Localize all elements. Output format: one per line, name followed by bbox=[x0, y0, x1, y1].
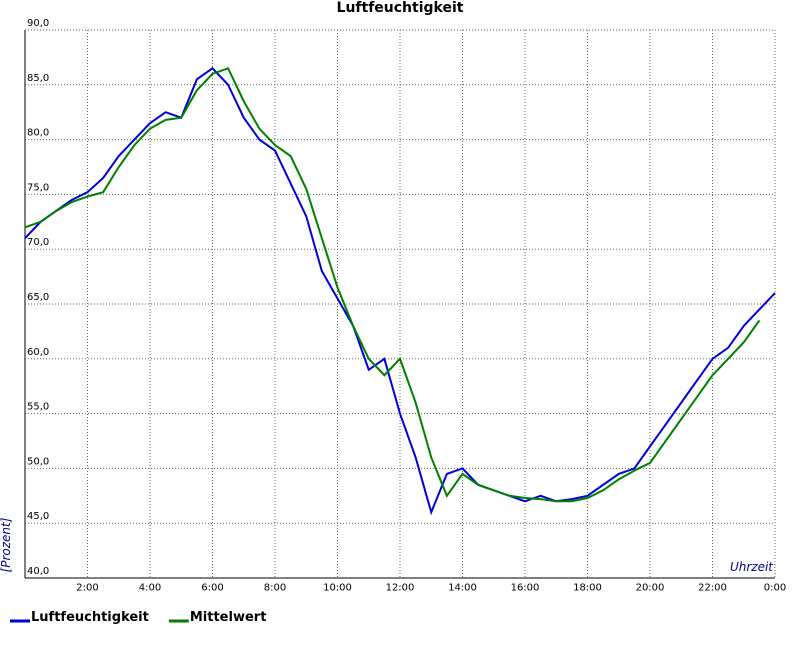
x-tick-label: 12:00 bbox=[386, 582, 415, 593]
y-tick-label: 90,0 bbox=[27, 18, 49, 29]
x-tick-label: 2:00 bbox=[76, 582, 98, 593]
y-tick-label: 50,0 bbox=[27, 456, 49, 467]
x-axis-label: Uhrzeit bbox=[730, 560, 774, 574]
x-tick-label: 0:00 bbox=[764, 582, 786, 593]
x-tick-label: 4:00 bbox=[139, 582, 161, 593]
y-tick-label: 65,0 bbox=[27, 292, 49, 303]
y-tick-label: 70,0 bbox=[27, 237, 49, 248]
x-tick-label: 18:00 bbox=[573, 582, 602, 593]
legend-label: Mittelwert bbox=[190, 610, 267, 625]
x-tick-label: 22:00 bbox=[698, 582, 727, 593]
y-tick-label: 45,0 bbox=[27, 511, 49, 522]
y-tick-label: 55,0 bbox=[27, 402, 49, 413]
y-tick-label: 40,0 bbox=[27, 566, 49, 577]
y-tick-label: 75,0 bbox=[27, 182, 49, 193]
y-axis-label: [Prozent] bbox=[0, 517, 13, 572]
x-tick-label: 20:00 bbox=[636, 582, 665, 593]
y-tick-label: 80,0 bbox=[27, 128, 49, 139]
data-line bbox=[24, 67, 776, 516]
y-tick-label: 60,0 bbox=[27, 347, 49, 358]
y-tick-label: 85,0 bbox=[27, 73, 49, 84]
x-tick-label: 6:00 bbox=[201, 582, 223, 593]
x-tick-label: 8:00 bbox=[264, 582, 286, 593]
x-tick-label: 16:00 bbox=[511, 582, 540, 593]
chart-title: Luftfeuchtigkeit bbox=[337, 0, 464, 16]
x-tick-label: 10:00 bbox=[323, 582, 352, 593]
x-tick-label: 14:00 bbox=[448, 582, 477, 593]
legend-label: Luftfeuchtigkeit bbox=[31, 610, 149, 625]
data-line bbox=[24, 67, 761, 503]
